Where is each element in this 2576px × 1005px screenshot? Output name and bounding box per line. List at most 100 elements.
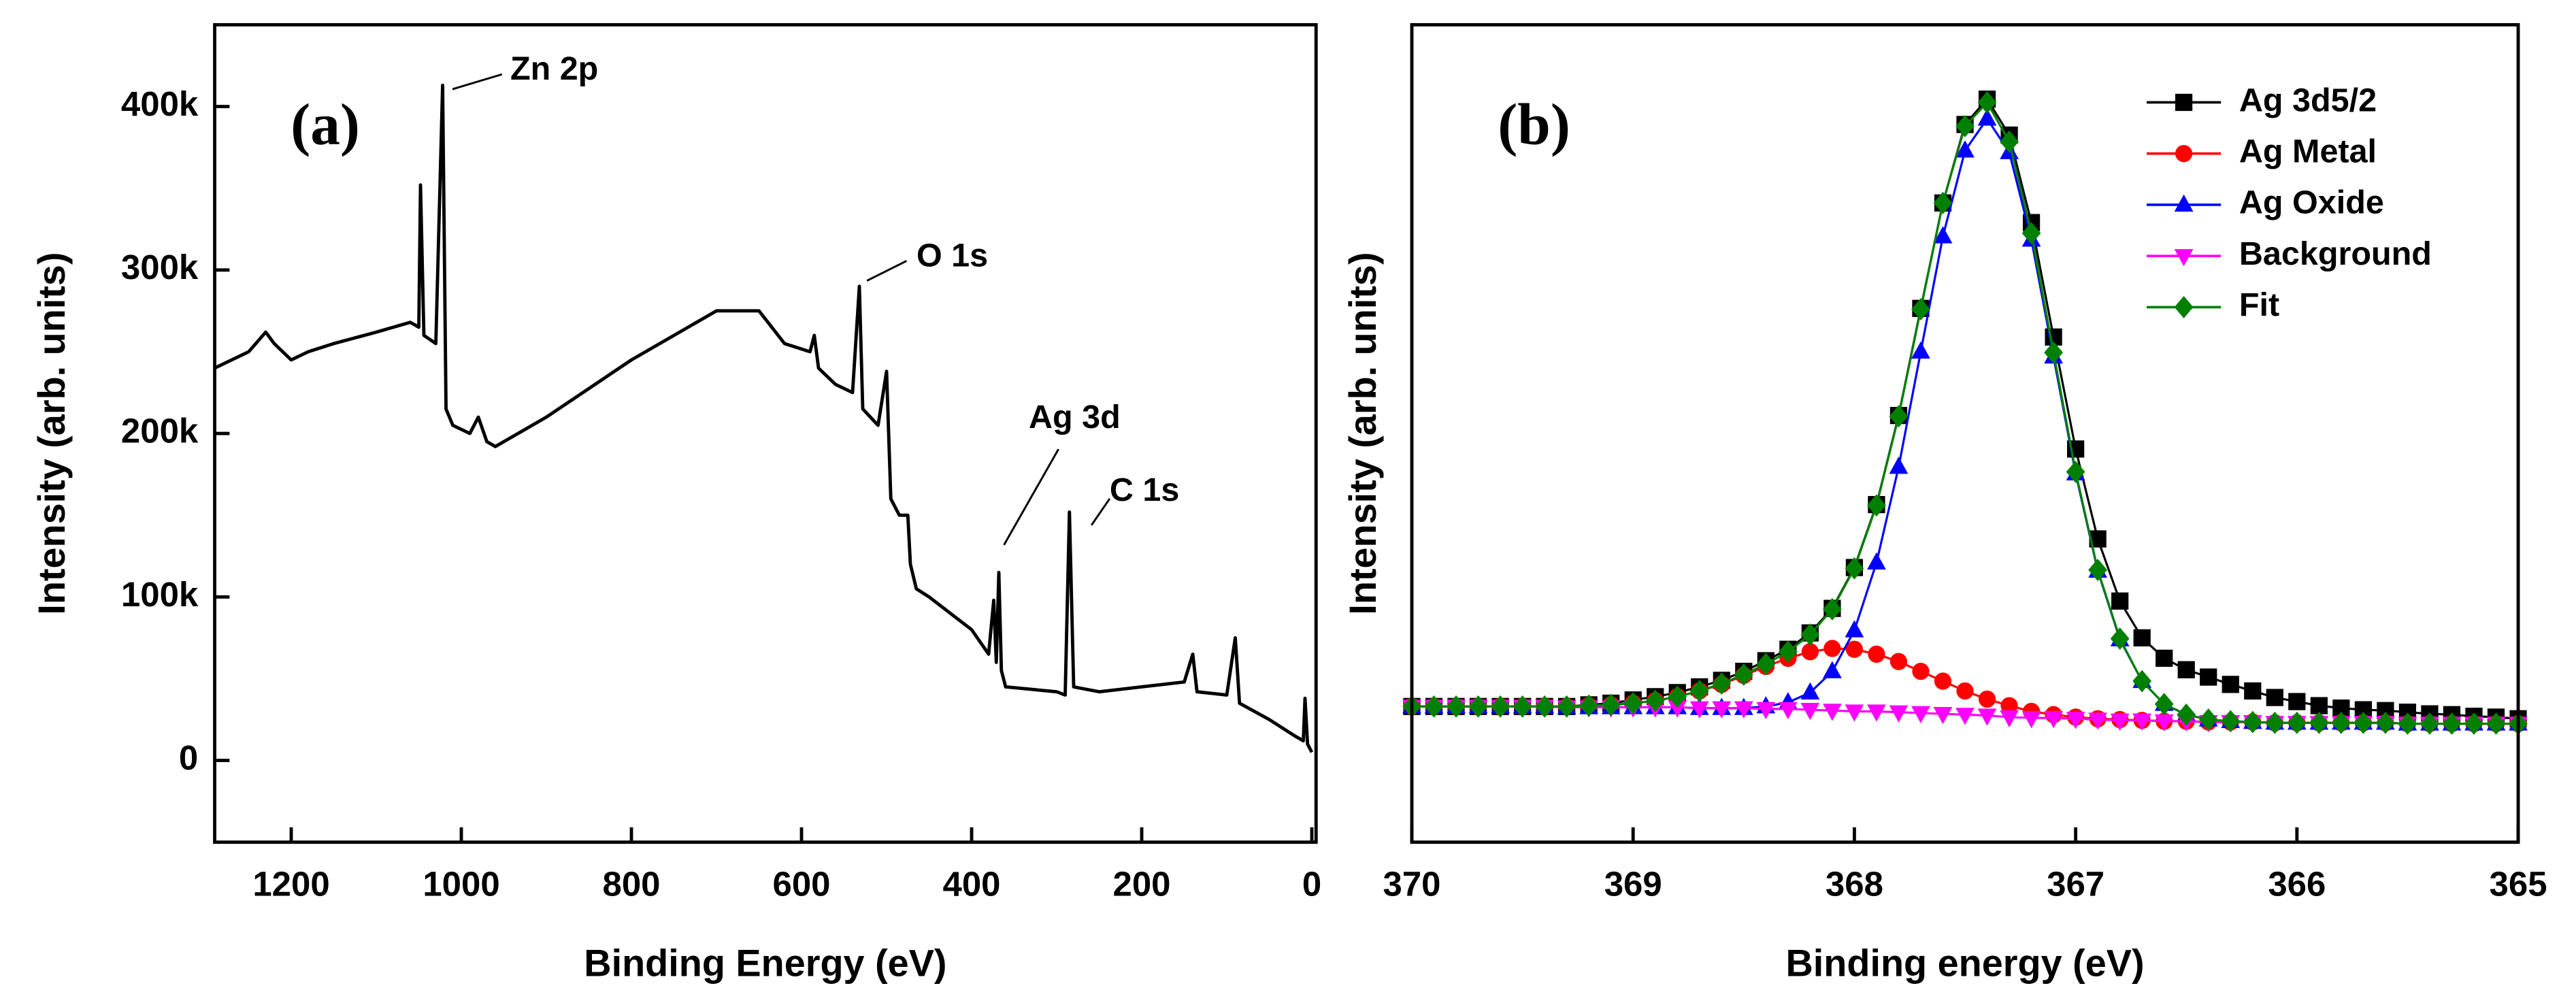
plot-frame <box>1410 22 2520 844</box>
marker <box>2265 711 2285 734</box>
legend-marker <box>2174 194 2194 212</box>
marker <box>2044 711 2063 729</box>
annotation: Ag 3d <box>1029 399 1121 435</box>
marker <box>1955 708 1975 725</box>
legend-marker <box>2174 295 2194 318</box>
marker <box>2310 697 2328 714</box>
y-tick-label: 0 <box>179 738 198 777</box>
plot-frame <box>213 22 1318 844</box>
marker <box>2200 668 2217 686</box>
marker <box>1778 702 1798 720</box>
marker <box>1823 640 1841 657</box>
x-tick-label: 370 <box>1383 865 1441 904</box>
marker <box>1977 91 1997 114</box>
marker <box>1977 708 1997 726</box>
marker <box>1889 653 1908 670</box>
marker <box>2243 710 2262 734</box>
marker <box>2398 712 2417 735</box>
marker <box>1424 695 1444 718</box>
x-tick-label: 367 <box>2047 865 2104 904</box>
marker <box>2156 649 2173 668</box>
marker <box>1645 689 1665 712</box>
marker <box>1889 405 1909 428</box>
marker <box>2132 713 2152 731</box>
marker <box>1845 557 1864 580</box>
marker <box>2177 661 2195 678</box>
x-tick-label: 365 <box>2490 865 2547 904</box>
marker <box>1801 643 1819 661</box>
marker <box>2021 711 2041 729</box>
marker <box>1800 703 1820 721</box>
marker <box>2177 703 2196 726</box>
marker <box>2088 712 2108 730</box>
marker <box>2354 711 2373 734</box>
marker <box>1956 682 1974 700</box>
marker <box>1845 704 1864 722</box>
marker <box>1845 620 1864 638</box>
marker <box>2088 559 2108 582</box>
marker <box>2110 627 2130 650</box>
marker <box>1845 640 1864 658</box>
marker <box>2110 713 2130 731</box>
marker <box>2044 341 2063 364</box>
marker <box>2198 708 2218 731</box>
marker <box>2221 710 2241 733</box>
marker <box>1535 695 1555 718</box>
marker <box>2000 130 2019 153</box>
x-axis-label: Binding energy (eV) <box>1786 941 2145 984</box>
marker <box>1955 114 1975 137</box>
marker <box>2486 712 2506 735</box>
leader-line <box>1003 448 1059 546</box>
marker <box>1689 680 1709 702</box>
marker <box>2066 461 2085 483</box>
y-axis-label: Intensity (arb. units) <box>1341 252 1384 614</box>
marker <box>1557 695 1576 718</box>
marker <box>1668 685 1687 708</box>
marker <box>1911 706 1930 724</box>
legend-label: Ag Oxide <box>2239 184 2384 221</box>
leader-line <box>866 260 908 282</box>
x-tick-label: 600 <box>773 865 831 904</box>
marker <box>2000 697 2018 714</box>
marker <box>2420 712 2439 735</box>
annotation: Zn 2p <box>510 50 598 87</box>
legend-label: Background <box>2239 235 2432 272</box>
marker <box>1668 700 1687 718</box>
marker <box>1712 701 1732 719</box>
marker <box>2331 711 2351 734</box>
legend-marker <box>2175 93 2193 112</box>
marker <box>1867 494 1886 517</box>
y-tick-label: 200k <box>121 412 199 450</box>
marker <box>1823 704 1842 721</box>
x-tick-label: 1000 <box>423 865 499 904</box>
marker <box>1933 707 1953 725</box>
marker <box>2464 712 2483 735</box>
x-tick-label: 800 <box>603 865 661 904</box>
marker <box>1800 682 1820 699</box>
y-tick-label: 300k <box>121 248 199 286</box>
x-tick-label: 400 <box>943 865 1001 904</box>
marker <box>2442 712 2462 735</box>
x-tick-label: 366 <box>2268 865 2326 904</box>
legend-marker <box>2174 249 2194 267</box>
leader-line <box>452 73 503 90</box>
legend-label: Fit <box>2239 286 2279 323</box>
marker <box>1689 701 1709 719</box>
marker <box>2066 712 2085 729</box>
leader-line <box>1091 498 1111 526</box>
x-tick-label: 1200 <box>252 865 329 904</box>
marker <box>2111 592 2129 610</box>
legend-label: Ag 3d5/2 <box>2239 82 2377 118</box>
x-axis-label: Binding Energy (eV) <box>584 941 946 984</box>
marker <box>1868 645 1885 663</box>
marker <box>1867 552 1886 570</box>
marker <box>1889 457 1909 474</box>
x-tick-label: 369 <box>1604 865 1662 904</box>
marker <box>1712 672 1732 695</box>
y-axis-label: Intensity (arb. units) <box>30 252 73 614</box>
marker <box>1977 108 1997 126</box>
marker <box>1468 695 1488 718</box>
marker <box>2266 689 2283 706</box>
